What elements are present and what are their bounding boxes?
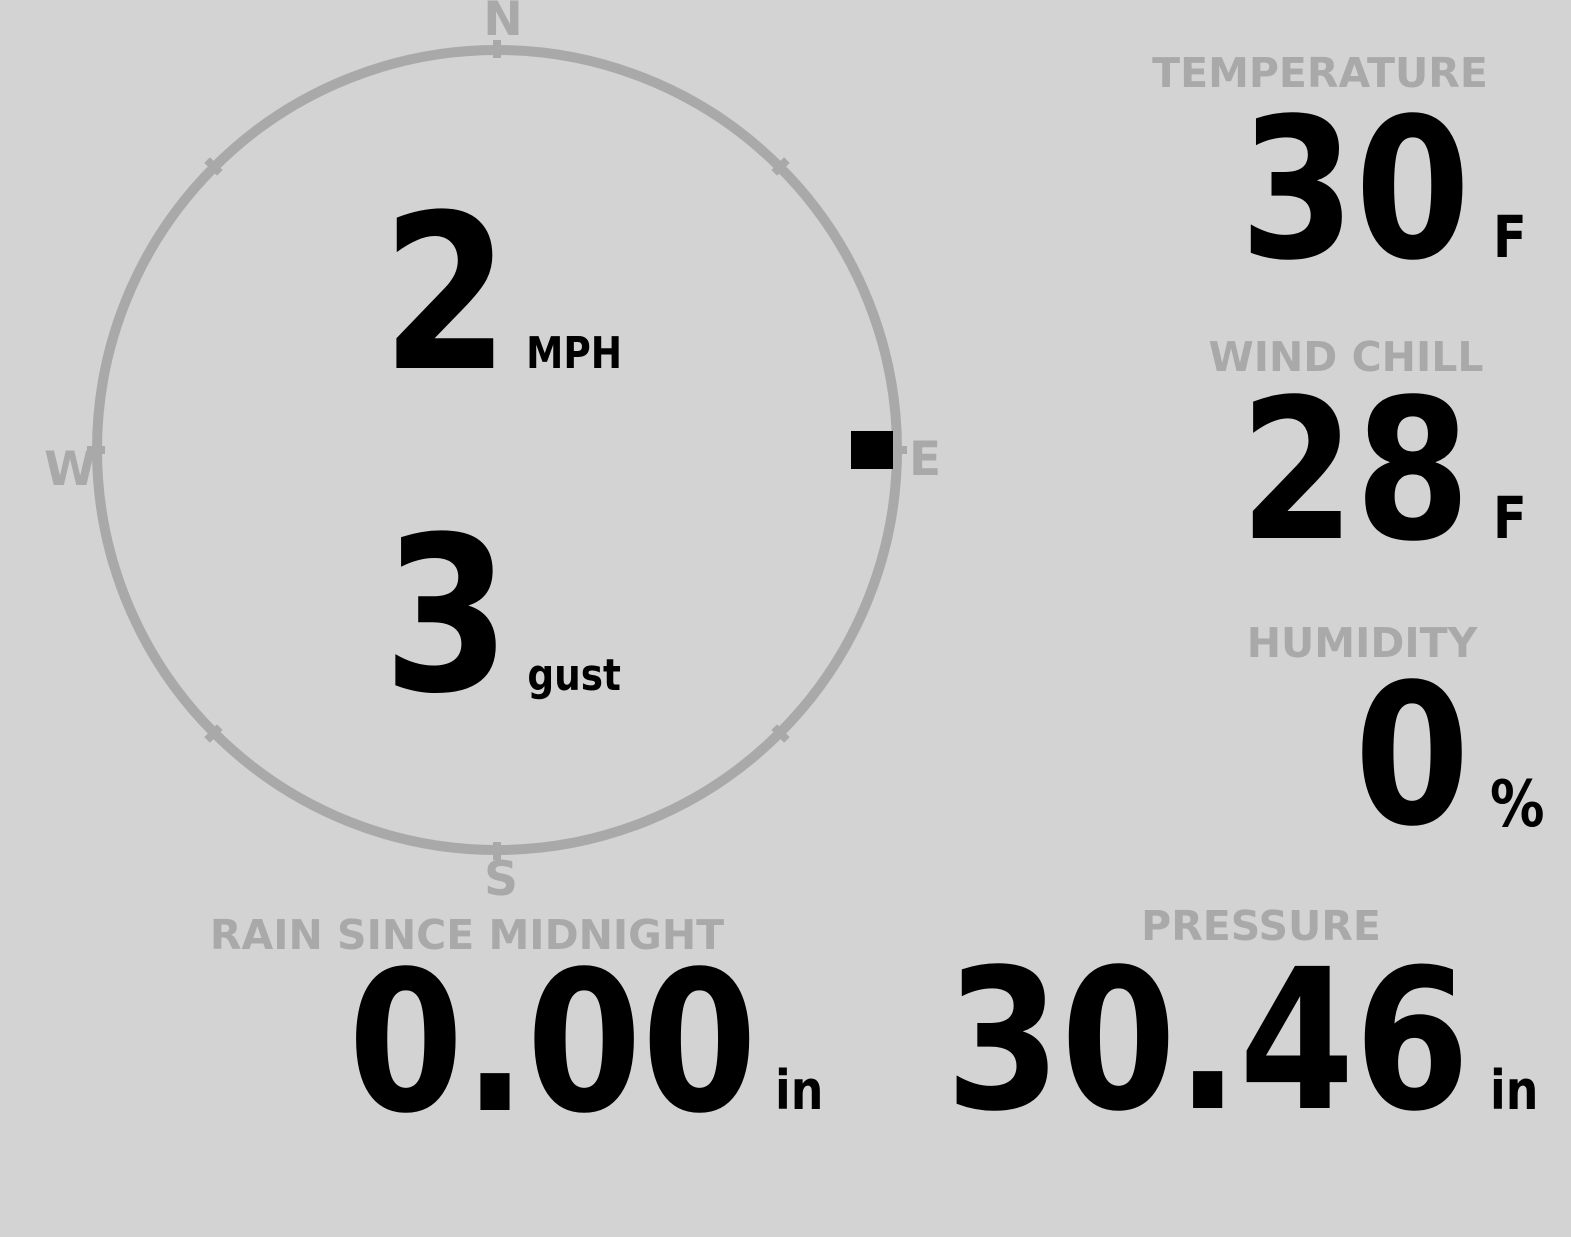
pressure-unit: in <box>1490 1059 1539 1122</box>
humidity-value: 0 <box>1354 642 1470 869</box>
temperature-unit: F <box>1493 203 1527 271</box>
rain-unit: in <box>775 1059 824 1122</box>
humidity-label: HUMIDITY <box>1246 619 1478 667</box>
compass-label-east: E <box>908 432 942 487</box>
compass-label-west: W <box>44 442 96 497</box>
tick-ne <box>771 157 790 176</box>
wind-chill-unit: F <box>1493 484 1527 552</box>
tick-nw <box>204 157 223 176</box>
compass-tick-marks <box>87 40 907 860</box>
temperature-label: TEMPERATURE <box>1152 49 1488 97</box>
wind-speed-row: 2 MPH <box>382 186 622 401</box>
temperature-value: 30 <box>1239 76 1470 303</box>
wind-speed-unit: MPH <box>526 328 623 379</box>
tick-sw <box>204 724 223 743</box>
wind-gust-row: 3 gust <box>383 508 621 723</box>
compass-label-north: N <box>483 0 523 47</box>
humidity-unit: % <box>1490 768 1545 842</box>
compass-label-south: S <box>484 852 518 907</box>
wind-gust-unit: gust <box>527 650 621 701</box>
wind-chill-value: 28 <box>1239 357 1470 584</box>
wind-chill-label: WIND CHILL <box>1208 333 1484 381</box>
wind-speed-value: 2 <box>381 168 510 419</box>
tick-se <box>771 724 790 743</box>
rain-label: RAIN SINCE MIDNIGHT <box>209 911 725 959</box>
pressure-value: 30.46 <box>945 927 1470 1154</box>
wind-gust-value: 3 <box>383 490 511 741</box>
pressure-label: PRESSURE <box>1141 902 1381 950</box>
wind-direction-indicator <box>851 431 893 469</box>
rain-value: 0.00 <box>348 929 757 1156</box>
